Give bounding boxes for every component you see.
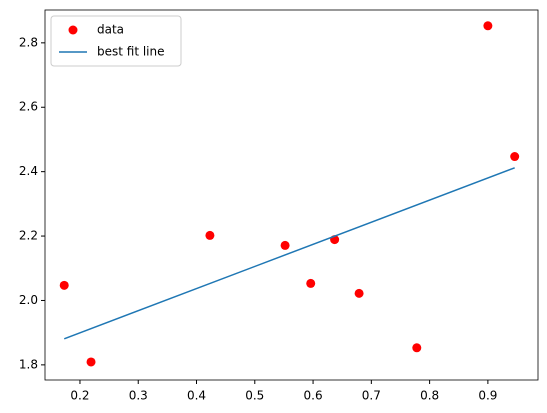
point [86,357,96,367]
y-tick-label: 2.6 [19,100,38,114]
legend-label: data [97,23,124,37]
x-tick-label: 0.6 [304,389,323,403]
y-tick-label: 2.0 [19,293,38,307]
point [354,288,364,298]
x-tick-label: 0.7 [362,389,381,403]
x-tick-label: 0.4 [187,389,206,403]
x-tick-label: 0.5 [245,389,264,403]
point [59,280,69,290]
x-tick-label: 0.8 [420,389,439,403]
y-tick-label: 2.4 [19,164,38,178]
x-tick-label: 0.2 [70,389,89,403]
point [412,343,422,353]
x-tick-label: 0.3 [129,389,148,403]
legend-box [50,15,182,67]
point [306,278,316,288]
point [280,240,290,250]
legend-marker [68,25,78,35]
y-tick-label: 2.2 [19,229,38,243]
y-tick-label: 2.8 [19,35,38,49]
axes-frame [44,9,539,381]
y-tick-label: 1.8 [19,357,38,371]
legend-label: best fit line [97,45,165,59]
point [205,230,215,240]
point [510,152,520,162]
fit-line [63,167,515,340]
point [483,21,493,31]
x-tick-label: 0.9 [478,389,497,403]
